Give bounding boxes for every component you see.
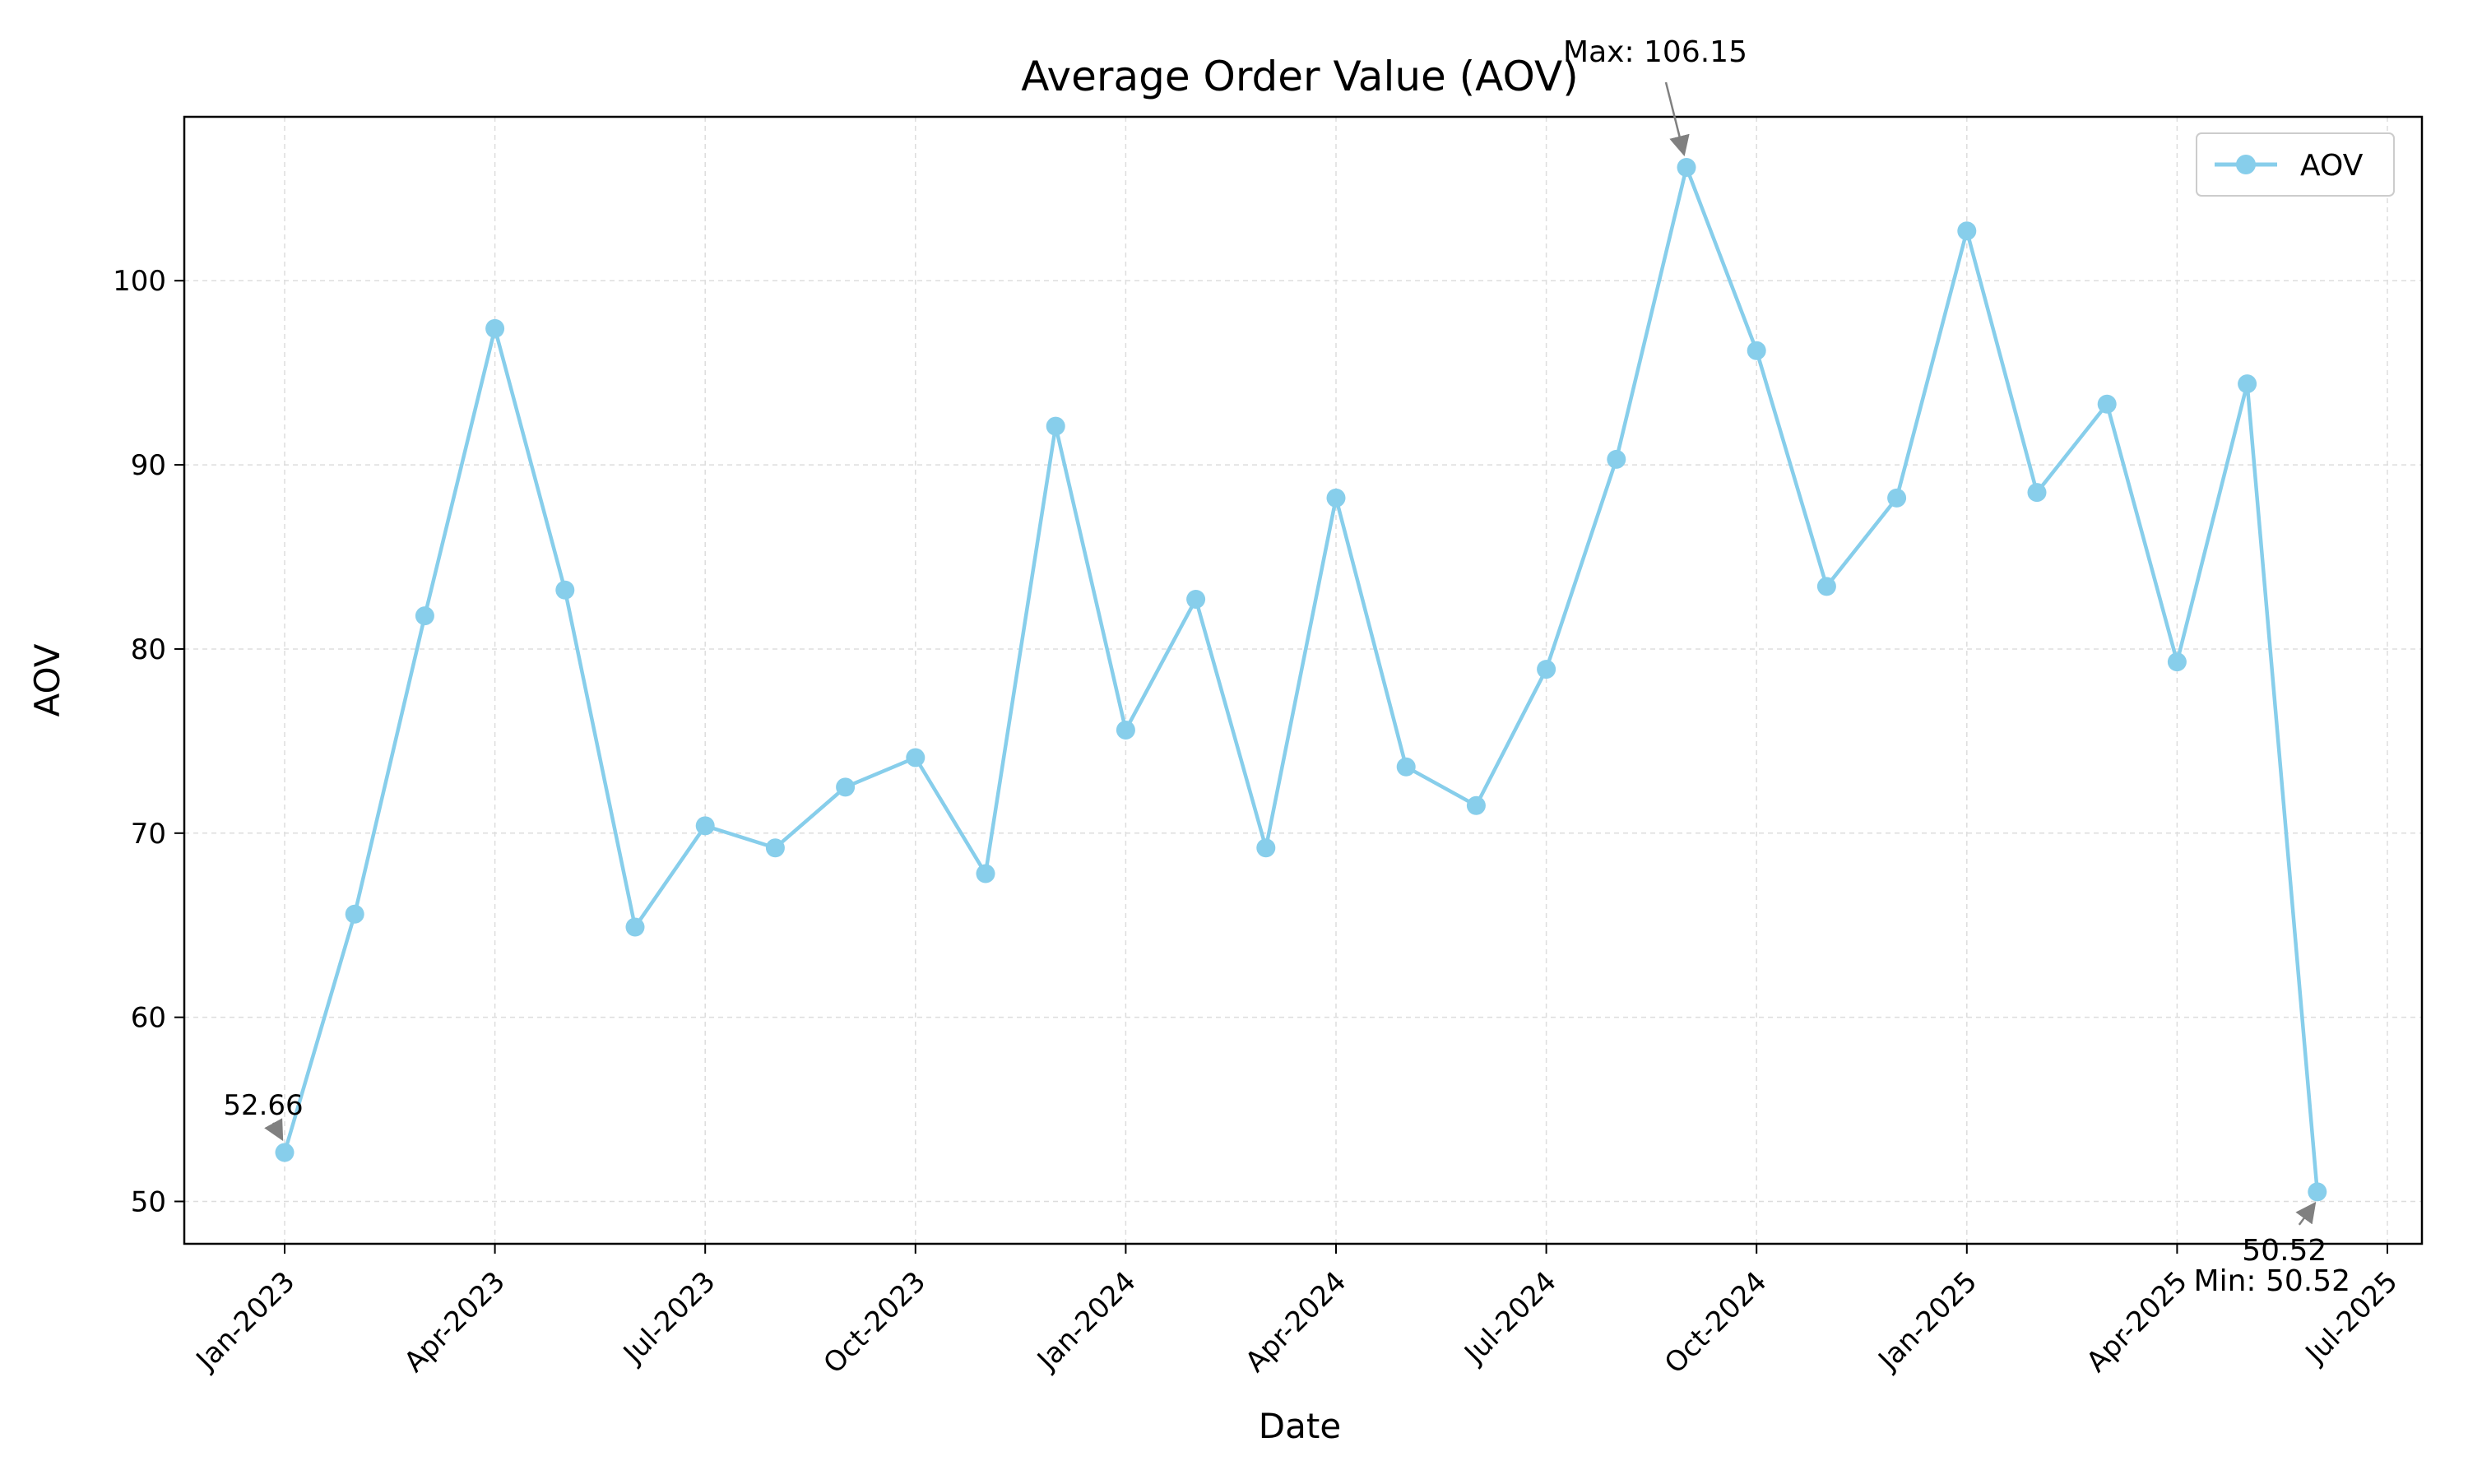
data-point[interactable]: 2023-09-30: 74.1	[906, 748, 926, 768]
plot-frame	[183, 115, 2424, 1245]
data-point[interactable]: 2025-01-31: 88.5	[2027, 483, 2047, 503]
data-point[interactable]: 2024-04-30: 73.6	[1396, 757, 1416, 777]
data-point[interactable]: 2023-02-28: 81.8	[415, 606, 434, 626]
data-point[interactable]: 2024-08-31: 106.15	[1677, 158, 1696, 178]
data-point[interactable]: 2024-10-31: 83.4	[1816, 577, 1836, 596]
data-point[interactable]: 2024-09-30: 96.2	[1747, 341, 1766, 360]
legend-box	[2196, 132, 2395, 197]
y-axis-label: AOV	[27, 643, 67, 716]
data-point[interactable]: 2023-03-31: 97.4	[485, 318, 505, 338]
legend[interactable]: AOV	[2196, 132, 2395, 197]
first-value-annotation: 52.66	[223, 1089, 303, 1122]
y-tick-label: 50	[131, 1186, 166, 1219]
chart-title: Average Order Value (AOV)	[1021, 53, 1578, 100]
legend-label: AOV	[2300, 149, 2364, 183]
data-point[interactable]: 2023-12-31: 75.6	[1116, 720, 1135, 740]
data-point[interactable]: 2024-12-31: 102.7	[1957, 221, 1977, 241]
data-point[interactable]: 2023-11-30: 92.1	[1046, 416, 1065, 436]
series-line-layer	[282, 165, 2320, 1193]
max-annotation: Max: 106.15	[1563, 35, 1747, 69]
min-annotation: Min: 50.52	[2194, 1264, 2351, 1298]
y-tick-label: 80	[131, 633, 166, 666]
y-tick-label: 90	[131, 449, 166, 482]
data-point[interactable]: 2023-10-31: 67.8	[976, 864, 995, 883]
data-point[interactable]: 2022-12-31: 52.66	[275, 1143, 295, 1162]
data-point[interactable]: 2025-03-31: 79.3	[2167, 652, 2187, 672]
data-point[interactable]: 2025-04-30: 94.4	[2238, 374, 2257, 394]
series-points-layer: 2022-12-31: 52.66 2023-01-31: 65.6 2023-02…	[275, 158, 2327, 1202]
data-point[interactable]: 2024-11-30: 88.2	[1887, 488, 1907, 508]
y-tick-label: 60	[131, 1002, 166, 1035]
data-point[interactable]: 2024-02-29: 69.2	[1256, 838, 1276, 858]
data-point[interactable]: 2023-08-31: 72.5	[836, 777, 856, 797]
data-point[interactable]: 2024-05-31: 71.5	[1466, 795, 1486, 815]
max-arrow	[1664, 81, 1690, 156]
y-tick-label: 70	[131, 818, 166, 851]
data-point[interactable]: 2025-05-31: 50.52	[2308, 1182, 2327, 1202]
min-arrow	[2295, 1201, 2317, 1226]
legend-marker-icon	[2236, 155, 2256, 174]
y-tick-label: 100	[113, 265, 166, 298]
data-point[interactable]: 2024-07-31: 90.3	[1607, 449, 1626, 469]
min-value-annotation: 50.52	[2242, 1234, 2327, 1268]
data-point[interactable]: 2024-01-31: 82.7	[1186, 590, 1206, 610]
data-point[interactable]: 2023-01-31: 65.6	[345, 904, 364, 924]
data-point[interactable]: 2024-06-30: 78.9	[1537, 660, 1556, 679]
first-value-arrow	[264, 1118, 284, 1142]
x-axis-label: Date	[1259, 1406, 1341, 1446]
aov-series-line	[282, 165, 2320, 1193]
data-point[interactable]: 2024-03-31: 88.2	[1326, 488, 1346, 508]
data-point[interactable]: 2025-02-28: 93.3	[2097, 394, 2117, 414]
data-point[interactable]: 2023-06-30: 70.4	[695, 816, 715, 836]
data-point[interactable]: 2023-07-31: 69.2	[765, 838, 785, 858]
data-point[interactable]: 2023-04-30: 83.2	[555, 580, 575, 600]
grid-lines	[184, 117, 2422, 1244]
data-point[interactable]: 2023-05-31: 64.9	[625, 917, 645, 937]
